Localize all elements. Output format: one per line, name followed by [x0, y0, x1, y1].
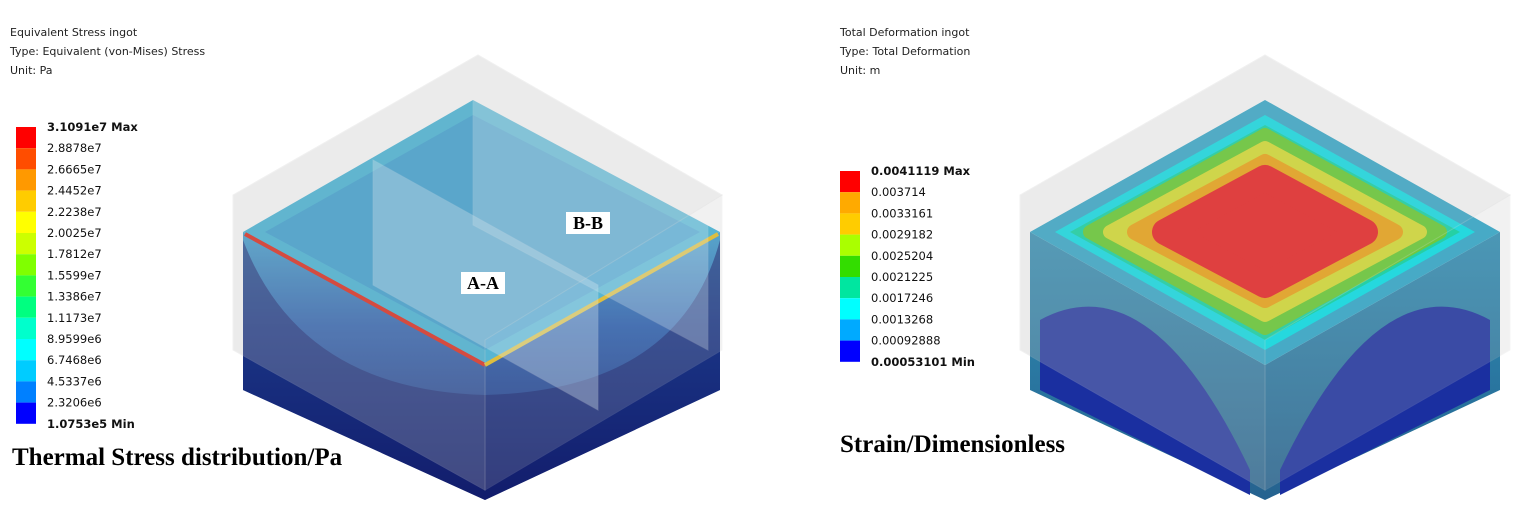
legend-label: 0.0033161 [871, 206, 933, 220]
legend-label: 0.0041119 Max [871, 164, 971, 178]
legend-band [840, 277, 860, 299]
legend-label: 2.0025e7 [47, 226, 102, 240]
legend-label: 2.6665e7 [47, 162, 102, 176]
legend-band [16, 190, 36, 212]
legend-label: 4.5337e6 [47, 374, 102, 388]
legend-band [16, 211, 36, 233]
legend-label: 0.00053101 Min [871, 355, 975, 369]
legend-band [840, 319, 860, 341]
legend-label: 1.0753e5 Min [47, 417, 135, 431]
caption: Strain/Dimensionless [840, 431, 1065, 458]
header-line: Unit: m [840, 64, 880, 77]
annotation: B-B [573, 213, 603, 233]
annotation: A-A [467, 273, 499, 293]
legend-band [840, 192, 860, 214]
legend-band [840, 213, 860, 235]
legend-band [16, 127, 36, 149]
legend-label: 0.00092888 [871, 334, 941, 348]
deformation-render [1019, 54, 1511, 500]
legend-band [840, 171, 860, 193]
legend-band [840, 255, 860, 277]
legend-band [840, 340, 860, 362]
legend-band [16, 233, 36, 255]
legend-label: 0.0021225 [871, 270, 933, 284]
legend-band [16, 381, 36, 403]
header-line: Type: Equivalent (von-Mises) Stress [9, 45, 205, 58]
legend-label: 2.2238e7 [47, 205, 102, 219]
header-line: Total Deformation ingot [839, 26, 970, 39]
legend-label: 0.0025204 [871, 249, 933, 263]
legend-band [840, 234, 860, 256]
header-line: Equivalent Stress ingot [10, 26, 138, 39]
annotation-box [566, 212, 610, 234]
legend-label: 2.8878e7 [47, 141, 102, 155]
caption: Thermal Stress distribution/Pa [12, 444, 343, 471]
legend-band [16, 339, 36, 361]
header-line: Unit: Pa [10, 64, 52, 77]
legend-label: 0.0017246 [871, 291, 933, 305]
legend-label: 0.0013268 [871, 312, 933, 326]
legend-label: 2.3206e6 [47, 396, 102, 410]
legend-band [16, 148, 36, 170]
legend-label: 1.5599e7 [47, 268, 102, 282]
legend-band [16, 402, 36, 424]
legend-label: 8.9599e6 [47, 332, 102, 346]
legend-label: 1.3386e7 [47, 290, 102, 304]
legend-label: 6.7468e6 [47, 353, 102, 367]
stress-render [232, 54, 723, 500]
legend-label: 0.003714 [871, 185, 926, 199]
legend-label: 1.1173e7 [47, 311, 102, 325]
legend-band [16, 317, 36, 339]
legend-band [16, 169, 36, 191]
legend-label: 1.7812e7 [47, 247, 102, 261]
header-line: Type: Total Deformation [839, 45, 970, 58]
legend-label: 2.4452e7 [47, 184, 102, 198]
legend-label: 3.1091e7 Max [47, 120, 138, 134]
legend-band [16, 296, 36, 318]
legend-label: 0.0029182 [871, 228, 933, 242]
annotation-box [461, 272, 505, 294]
legend-band [16, 275, 36, 297]
legend-band [840, 298, 860, 320]
legend-band [16, 254, 36, 276]
legend-band [16, 360, 36, 382]
